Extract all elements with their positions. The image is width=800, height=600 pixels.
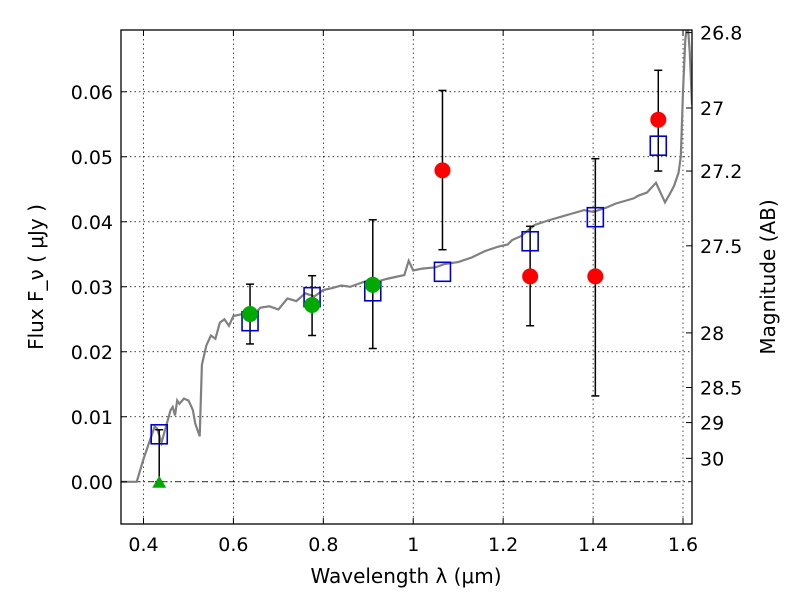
circle-marker: [434, 162, 451, 179]
x-tick-label: 1: [407, 534, 419, 556]
y-tick-label: 0.05: [71, 147, 113, 169]
mag-tick-label: 27: [700, 98, 724, 120]
x-tick-label: 1.6: [668, 534, 698, 556]
y-tick-label: 0.02: [71, 342, 113, 364]
mag-tick-label: 27.5: [700, 236, 742, 258]
square-marker: [150, 423, 169, 445]
x-tick-label: 0.6: [218, 534, 248, 556]
y-axis-right-label: Magnitude (AB): [756, 199, 780, 354]
model-sed-curve: [121, 30, 692, 483]
axis-ticks: 0.4 0.6 0.8 1 1.2 1.4 1.6 0.00 0.01 0.02 0.03 0.04 0…: [71, 23, 743, 556]
y-tick-label: 0.03: [71, 277, 113, 299]
circle-marker: [587, 268, 604, 285]
mag-tick-label: 29: [700, 413, 724, 435]
x-tick-label: 1.2: [488, 534, 518, 556]
triangle-marker: [152, 475, 167, 488]
x-tick-label: 0.4: [128, 534, 158, 556]
square-marker: [521, 230, 539, 252]
square-marker: [586, 206, 605, 228]
circle-marker: [364, 276, 381, 293]
mag-tick-label: 28: [700, 323, 724, 345]
error-bars: [155, 69, 663, 483]
y-axis-label: Flux F_ν ( μJy ): [24, 204, 48, 350]
y-tick-label: 0.04: [71, 212, 113, 234]
square-marker: [649, 135, 668, 156]
circle-marker: [304, 296, 321, 313]
mag-tick-label: 26.8: [700, 23, 742, 45]
x-tick-label: 1.4: [578, 534, 608, 556]
mag-tick-label: 28.5: [700, 378, 742, 400]
circle-marker: [522, 268, 539, 285]
y-tick-label: 0.06: [71, 82, 113, 104]
circle-marker: [242, 306, 259, 323]
square-marker: [433, 261, 452, 283]
circle-marker: [650, 111, 667, 128]
y-tick-label: 0.00: [71, 472, 113, 494]
x-tick-label: 0.8: [308, 534, 338, 556]
mag-tick-label: 30: [700, 448, 724, 470]
plot-frame: [120, 29, 693, 525]
sed-line: [121, 30, 692, 483]
y-tick-label: 0.01: [71, 407, 113, 429]
mag-tick-label: 27.2: [700, 161, 742, 183]
data-markers: [150, 111, 668, 488]
x-axis-label: Wavelength λ (μm): [310, 564, 501, 588]
grid: [121, 30, 692, 524]
